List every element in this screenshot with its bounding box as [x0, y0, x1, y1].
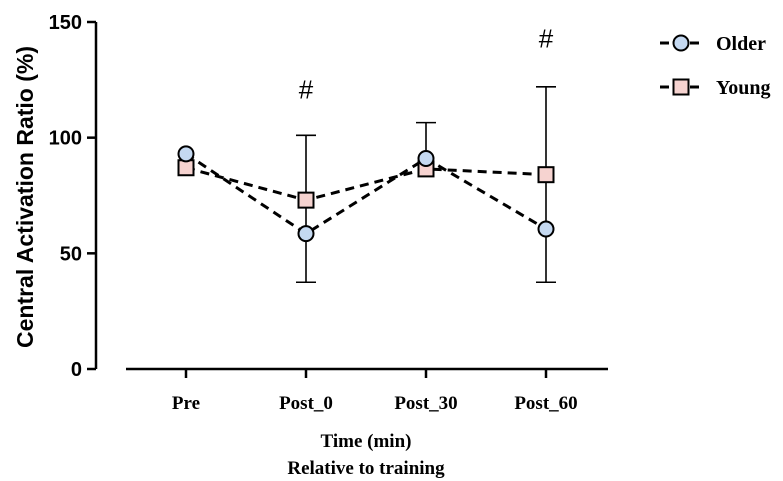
x-tick-label-Post_30: Post_30	[394, 393, 457, 414]
series-lines	[185, 152, 547, 236]
legend-marker-Young	[672, 78, 690, 96]
x-tick-label-Post_0: Post_0	[279, 393, 333, 414]
y-tick-label-150: 150	[49, 12, 82, 34]
point-Young-Post_60	[537, 166, 555, 184]
point-Young-Post_0	[297, 191, 315, 209]
series-line-Older	[185, 152, 547, 236]
series-line-Young	[185, 166, 547, 202]
legend-label-Older: Older	[716, 33, 766, 55]
annotation-Post_60: #	[539, 23, 554, 53]
y-tick-label-100: 100	[49, 128, 82, 150]
y-axis-title: Central Activation Ratio (%)	[12, 46, 38, 348]
y-tick-label-50: 50	[60, 243, 82, 265]
error-bars	[296, 85, 556, 284]
legend: Older Young	[660, 33, 770, 99]
point-Older-Post_0	[297, 225, 315, 243]
legend-marker-Older	[672, 34, 690, 52]
x-tick-label-Pre: Pre	[172, 393, 200, 414]
point-Older-Pre	[177, 145, 195, 163]
data-markers	[177, 145, 555, 243]
point-Young-Pre	[177, 159, 195, 177]
x-axis: Pre Post_0 Post_30 Post_60	[126, 367, 608, 414]
point-Older-Post_60	[537, 220, 555, 238]
y-tick-label-0: 0	[71, 359, 82, 381]
significance-annotations: ##	[299, 23, 554, 104]
x-axis-subtitle: Relative to training	[287, 458, 445, 479]
y-axis: 0 50 100 150	[49, 12, 98, 381]
x-tick-label-Post_60: Post_60	[514, 393, 577, 414]
x-axis-title: Time (min)	[321, 431, 412, 452]
annotation-Post_0: #	[299, 74, 314, 104]
point-Older-Post_30	[417, 149, 435, 167]
legend-label-Young: Young	[716, 77, 770, 99]
